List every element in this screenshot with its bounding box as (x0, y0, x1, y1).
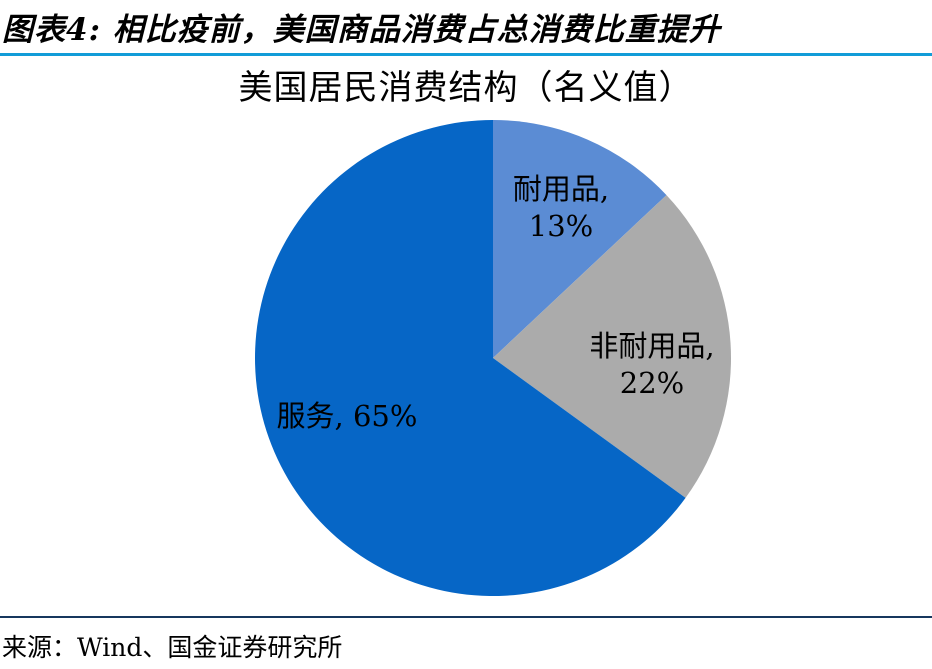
pie-slice-durable-goods (493, 120, 667, 358)
pie-slice-label-non-durable-goods-line1: 非耐用品, (589, 329, 714, 363)
pie-slice-label-durable-goods-line1: 耐用品, (513, 172, 609, 206)
pie-slice-label-durable-goods-line2: 13% (529, 209, 593, 243)
footer-divider (0, 616, 932, 618)
header-divider (0, 53, 932, 56)
figure-title: 图表4: 相比疫前，美国商品消费占总消费比重提升 (2, 12, 721, 48)
pie-slice-non-durable-goods (493, 195, 731, 498)
pie-slice-services (255, 120, 686, 596)
pie-slice-label-services-line1: 服务, 65% (277, 399, 418, 433)
source-note: 来源：Wind、国金证券研究所 (2, 633, 343, 662)
pie-slice-label-non-durable-goods-line2: 22% (620, 366, 684, 400)
chart-title: 美国居民消费结构（名义值） (238, 68, 694, 108)
